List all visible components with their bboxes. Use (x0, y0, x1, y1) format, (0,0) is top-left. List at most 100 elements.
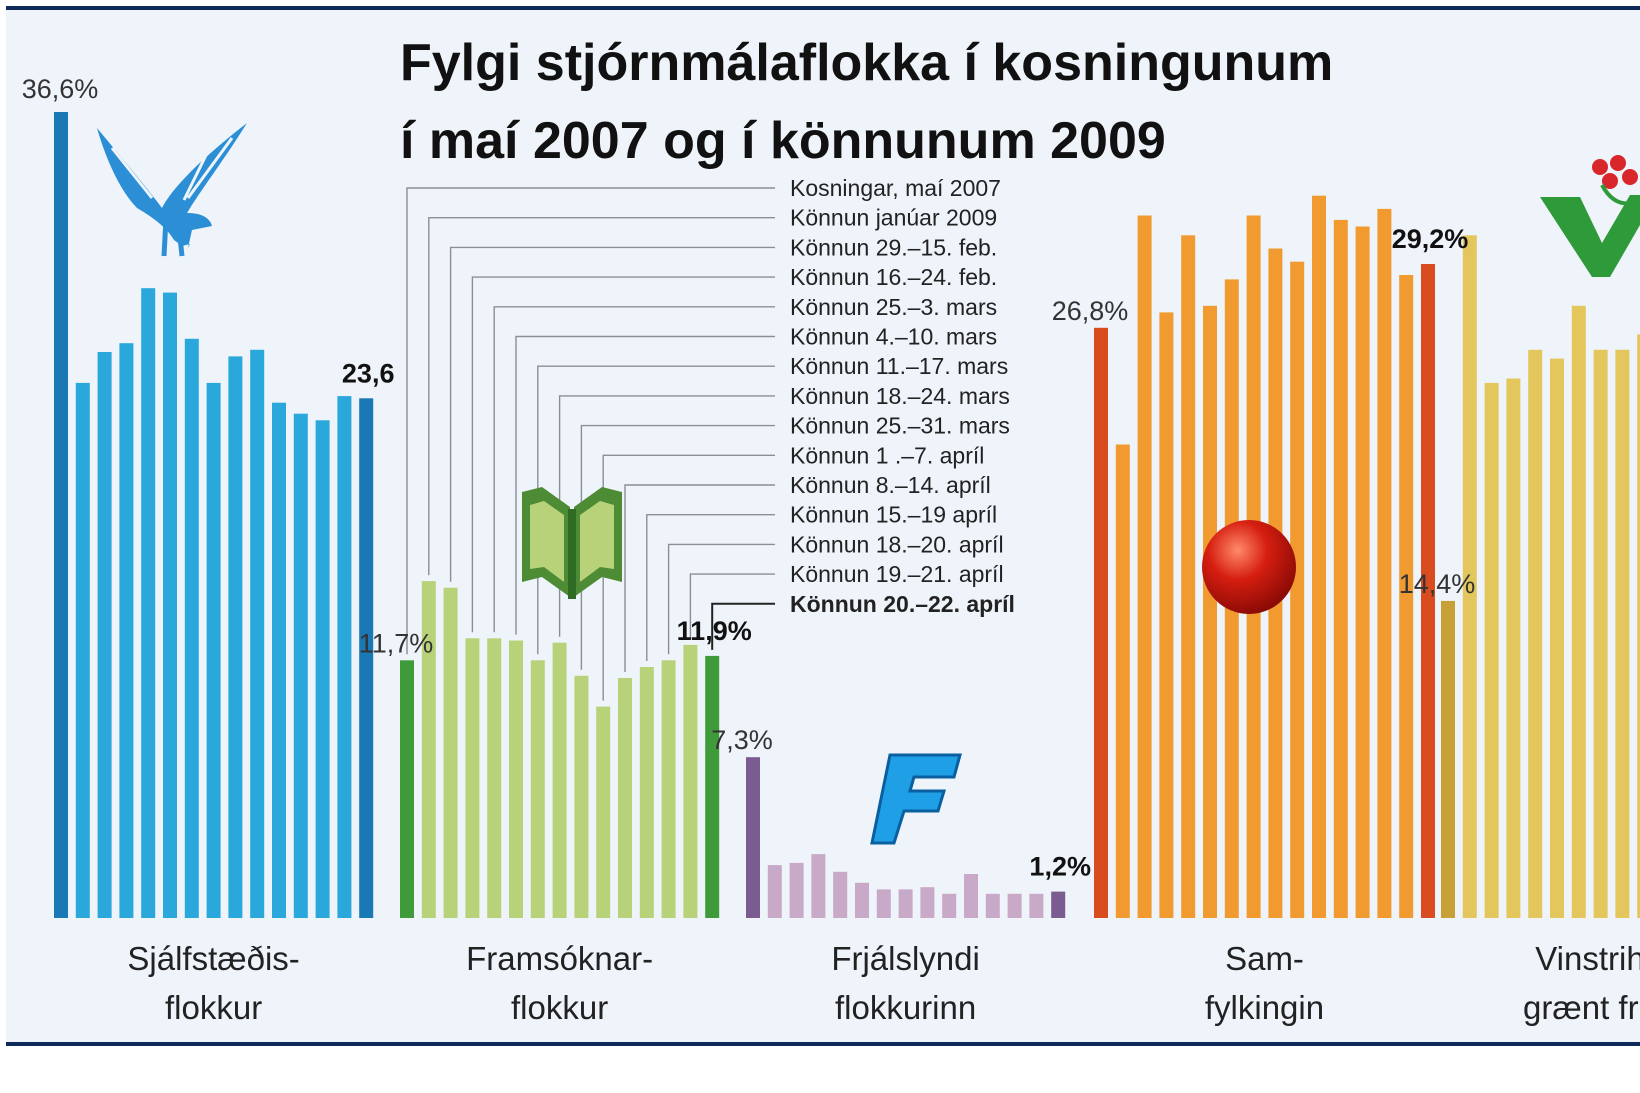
bar-1-3 (97, 352, 112, 918)
leader-line-10 (602, 454, 775, 701)
legend-entry-15: Könnun 20.–22. apríl (790, 591, 1015, 617)
bar-5-5 (1528, 349, 1543, 918)
bar-4-10 (1290, 261, 1305, 918)
bar-2-13 (661, 660, 676, 918)
leader-line-3 (449, 246, 775, 582)
bar-1-1 (54, 112, 68, 918)
bar-5-7 (1571, 305, 1586, 918)
bar-2-9 (574, 675, 589, 918)
bar-group-3 (746, 757, 1066, 918)
bar-4-2 (1115, 444, 1130, 918)
leader-line-2 (428, 216, 775, 576)
bar-2-4 (465, 638, 480, 918)
bar-2-6 (509, 640, 523, 918)
bar-1-12 (293, 413, 308, 918)
leader-line-6 (515, 335, 775, 635)
party-name-line-2: flokkur (511, 989, 608, 1026)
bar-1-14 (337, 396, 352, 919)
bar-4-3 (1137, 215, 1152, 918)
legend-entry-2: Könnun janúar 2009 (790, 205, 997, 231)
bar-4-4 (1159, 312, 1174, 918)
bar-3-9 (920, 887, 935, 918)
bar-2-1 (400, 660, 414, 918)
party-name-line-1: Frjálslyndi (831, 940, 980, 977)
first-value-label: 26,8% (1052, 296, 1129, 326)
f-logo-icon (870, 753, 962, 845)
bar-5-10 (1637, 334, 1640, 918)
first-value-label: 36,6% (22, 74, 99, 104)
leader-line-5 (493, 306, 775, 633)
bar-2-3 (443, 587, 458, 918)
bar-5-9 (1615, 349, 1630, 918)
legend-entry-1: Kosningar, maí 2007 (790, 175, 1001, 201)
bar-4-6 (1203, 305, 1217, 918)
bar-2-10 (596, 706, 611, 918)
bar-2-8 (552, 642, 567, 918)
bar-1-5 (141, 288, 156, 918)
legend-entry-9: Könnun 25.–31. mars (790, 413, 1010, 439)
bar-4-11 (1312, 195, 1326, 918)
leader-line-14 (689, 573, 775, 639)
bar-2-7 (530, 660, 545, 918)
bar-1-9 (228, 356, 243, 918)
bar-3-13 (1007, 893, 1022, 918)
leader-line-13 (667, 543, 775, 655)
last-value-label: 23,6 (342, 358, 395, 388)
poll-legend: Kosningar, maí 2007 Könnun janúar 2009 Kön… (790, 175, 1015, 617)
bar-4-5 (1181, 235, 1196, 919)
party-name-line-2: flokkur (165, 989, 262, 1026)
chart-title-line-2: í maí 2007 og í könnunum 2009 (400, 112, 1166, 170)
bar-3-14 (1029, 893, 1044, 918)
bar-3-6 (855, 882, 869, 918)
leader-line-12 (646, 514, 775, 661)
legend-entry-13: Könnun 18.–20. apríl (790, 531, 1004, 557)
bar-4-15 (1399, 275, 1414, 918)
leader-line-4 (471, 276, 775, 633)
bar-1-10 (250, 349, 265, 918)
bar-3-8 (898, 889, 913, 918)
last-value-label: 1,2% (1029, 852, 1091, 882)
bar-1-4 (119, 343, 134, 918)
bar-groups (54, 112, 1640, 919)
first-value-label: 7,3% (711, 725, 773, 755)
bar-group-4 (1094, 195, 1435, 919)
bar-4-1 (1094, 327, 1108, 918)
bar-1-2 (75, 382, 90, 918)
bar-3-5 (833, 871, 848, 918)
leader-line-15 (711, 602, 775, 650)
first-value-label: 11,7% (359, 628, 434, 658)
bar-4-12 (1333, 219, 1348, 918)
bar-1-6 (163, 292, 177, 919)
v-flower-logo-icon (1540, 155, 1640, 277)
bar-3-4 (811, 854, 826, 918)
bar-4-14 (1377, 208, 1392, 918)
bar-2-15 (705, 655, 720, 918)
leader-line-11 (624, 484, 775, 672)
red-ball-logo-icon (1202, 520, 1296, 614)
bar-1-15 (359, 398, 374, 918)
bar-3-12 (985, 893, 1000, 918)
legend-entry-11: Könnun 8.–14. apríl (790, 472, 991, 498)
bar-4-16 (1421, 264, 1435, 918)
bar-1-13 (315, 420, 330, 918)
bar-5-3 (1484, 382, 1499, 918)
chart-title-line-1: Fylgi stjórnmálaflokka í kosningunum (400, 34, 1333, 92)
bar-1-7 (184, 338, 199, 918)
bar-2-11 (618, 678, 632, 918)
last-value-label: 11,9% (677, 616, 752, 646)
bar-4-13 (1355, 226, 1370, 918)
legend-entry-6: Könnun 4.–10. mars (790, 324, 997, 350)
bar-group-5 (1441, 235, 1640, 919)
last-value-label: 29,2% (1392, 224, 1469, 254)
bar-2-5 (487, 638, 502, 918)
party-name-line-1: Framsóknar- (466, 940, 653, 977)
party-name-line-1: Vinstrih (1535, 940, 1640, 977)
legend-entry-10: Könnun 1 .–7. apríl (790, 442, 984, 468)
bar-3-2 (767, 865, 782, 918)
party-name-line-2: fylkingin (1205, 989, 1324, 1026)
bar-group-1 (54, 112, 374, 919)
bar-5-2 (1462, 235, 1477, 919)
bar-1-8 (206, 382, 221, 918)
